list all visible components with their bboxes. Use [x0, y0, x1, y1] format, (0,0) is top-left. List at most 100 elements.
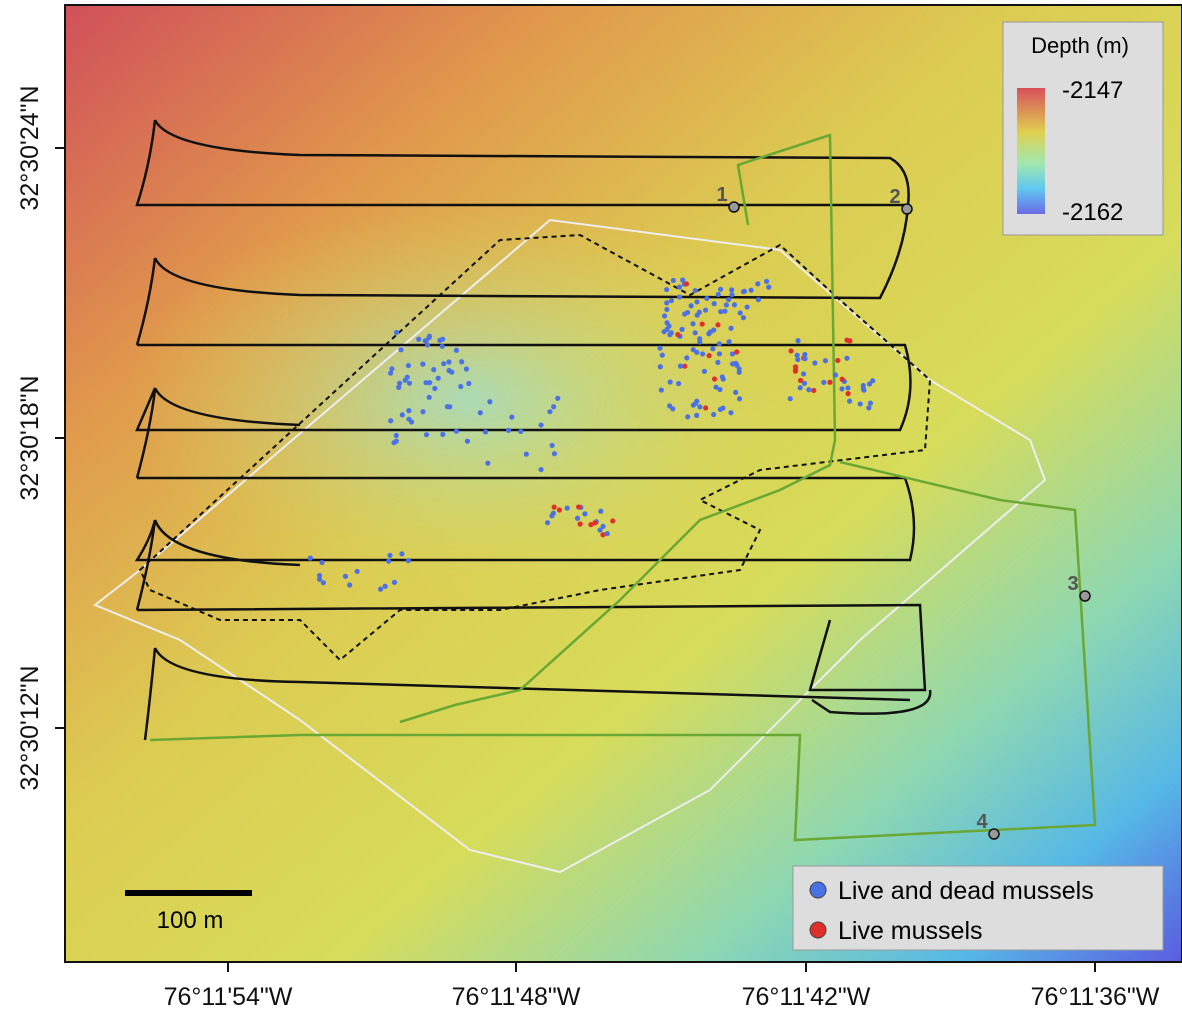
mussel-point — [700, 321, 705, 326]
mussel-point — [704, 296, 709, 301]
mussel-point — [702, 369, 707, 374]
waypoint-label: 1 — [716, 184, 727, 206]
mussel-point — [717, 341, 722, 346]
mussel-point — [839, 386, 844, 391]
mussel-point — [423, 380, 428, 385]
mussel-point — [659, 387, 664, 392]
waypoint-label: 2 — [889, 186, 900, 208]
mussel-point — [394, 330, 399, 335]
mussel-point — [690, 321, 695, 326]
mussel-point — [861, 383, 866, 388]
mussel-point — [801, 371, 806, 376]
mussel-point — [811, 388, 816, 393]
mussel-point — [538, 422, 543, 427]
mussel-point — [392, 580, 397, 585]
mussel-point — [693, 330, 698, 335]
mussel-point — [742, 289, 747, 294]
page: {"map": { "depth_legend": {"title": "Dep… — [0, 0, 1182, 1014]
mussel-point — [383, 584, 388, 589]
mussel-point — [726, 297, 731, 302]
mussel-point — [454, 348, 459, 353]
mussel-point — [487, 399, 492, 404]
mussel-point — [605, 531, 610, 536]
mussel-point — [728, 410, 733, 415]
mussel-point — [827, 380, 832, 385]
mussel-point — [386, 559, 391, 564]
mussel-point — [802, 356, 807, 361]
mussel-point — [420, 409, 425, 414]
mussel-point — [741, 315, 746, 320]
mussel-point — [691, 403, 696, 408]
mussel-point — [551, 404, 556, 409]
mussel-point — [764, 279, 769, 284]
mussel-point — [715, 360, 720, 365]
y-tick-label: 32°30'18"N — [16, 375, 44, 500]
mussel-point — [666, 323, 671, 328]
mussel-point — [662, 313, 667, 318]
mussel-point — [712, 376, 717, 381]
mussel-point — [756, 297, 761, 302]
mussel-point — [406, 363, 411, 368]
mussel-point — [394, 439, 399, 444]
mussel-point — [598, 509, 603, 514]
mussel-point — [440, 432, 445, 437]
mussel-point — [694, 399, 699, 404]
mussel-point — [798, 378, 803, 383]
mussel-point — [733, 361, 738, 366]
mussel-point — [557, 507, 562, 512]
mussel-point — [729, 292, 734, 297]
x-tick-label: 76°11'36"W — [1031, 983, 1160, 1011]
mussel-point — [552, 451, 557, 456]
mussel-point — [483, 429, 488, 434]
mussel-point — [308, 556, 313, 561]
mussel-point — [718, 407, 723, 412]
mussel-point — [866, 405, 871, 410]
mussel-point — [703, 308, 708, 313]
depth-colorbar — [1017, 88, 1045, 214]
mussel-point — [798, 385, 803, 390]
mussel-point — [738, 310, 743, 315]
mussel-point — [658, 364, 663, 369]
mussel-point — [545, 520, 550, 525]
mussel-point — [728, 326, 733, 331]
legend-label: Live mussels — [838, 917, 983, 945]
mussel-point — [694, 350, 699, 355]
mussel-point — [538, 467, 543, 472]
mussel-point — [445, 404, 450, 409]
mussel-point — [424, 432, 429, 437]
mussel-point — [676, 381, 681, 386]
x-tick-label: 76°11'42"W — [742, 983, 871, 1011]
mussel-point — [478, 410, 483, 415]
mussel-point — [684, 281, 689, 286]
mussel-point — [718, 287, 723, 292]
mussel-point — [755, 281, 760, 286]
mussel-point — [431, 367, 436, 372]
mussel-point — [689, 303, 694, 308]
mussel-point — [347, 582, 352, 587]
legend-swatch — [810, 922, 826, 938]
mussel-point — [406, 408, 411, 413]
mussel-point — [398, 347, 403, 352]
mussel-point — [788, 396, 793, 401]
mussel-point — [867, 381, 872, 386]
mussel-point — [509, 414, 514, 419]
mussel-point — [707, 353, 712, 358]
mussel-point — [565, 506, 570, 511]
mussel-point — [425, 342, 430, 347]
mussel-point — [405, 375, 410, 380]
mussel-point — [440, 344, 445, 349]
mussel-point — [703, 405, 708, 410]
depth-max: -2147 — [1062, 77, 1123, 104]
mussel-point — [485, 461, 490, 466]
mussel-point — [710, 346, 715, 351]
mussel-point — [697, 404, 702, 409]
waypoint — [1080, 591, 1090, 601]
legend-label: Live and dead mussels — [838, 877, 1094, 905]
mussel-point — [524, 452, 529, 457]
mussel-point — [547, 409, 552, 414]
mussel-point — [724, 302, 729, 307]
mussel-point — [868, 401, 873, 406]
mussel-point — [749, 288, 754, 293]
mussel-point — [555, 396, 560, 401]
waypoint — [902, 204, 912, 214]
